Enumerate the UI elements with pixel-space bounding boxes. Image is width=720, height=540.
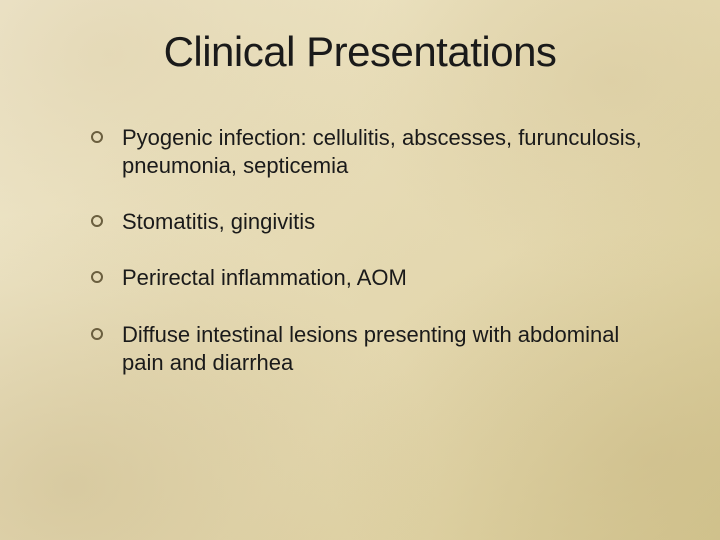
bullet-list: Pyogenic infection: cellulitis, abscesse…: [60, 124, 660, 377]
list-item: Perirectal inflammation, AOM: [90, 264, 660, 292]
bullet-ring-icon: [90, 130, 104, 144]
bullet-text: Diffuse intestinal lesions presenting wi…: [122, 321, 660, 377]
slide-title: Clinical Presentations: [60, 28, 660, 76]
bullet-text: Pyogenic infection: cellulitis, abscesse…: [122, 124, 660, 180]
bullet-ring-icon: [90, 327, 104, 341]
list-item: Pyogenic infection: cellulitis, abscesse…: [90, 124, 660, 180]
bullet-text: Perirectal inflammation, AOM: [122, 264, 407, 292]
bullet-text: Stomatitis, gingivitis: [122, 208, 315, 236]
list-item: Stomatitis, gingivitis: [90, 208, 660, 236]
bullet-ring-icon: [90, 270, 104, 284]
slide: Clinical Presentations Pyogenic infectio…: [0, 0, 720, 540]
list-item: Diffuse intestinal lesions presenting wi…: [90, 321, 660, 377]
bullet-ring-icon: [90, 214, 104, 228]
